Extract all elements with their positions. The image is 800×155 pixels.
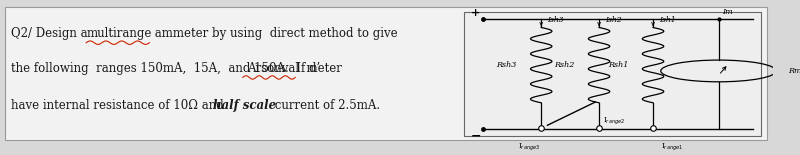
Text: Arsonval: Arsonval (246, 62, 298, 75)
Text: Rsh3: Rsh3 (496, 61, 517, 69)
Text: Rm: Rm (788, 67, 800, 75)
Text: Q2/ Design a: Q2/ Design a (10, 27, 91, 40)
Text: have internal resistance of 10Ω and: have internal resistance of 10Ω and (10, 99, 227, 112)
Text: multirange: multirange (86, 27, 151, 40)
Text: I$_{range1}$: I$_{range1}$ (661, 141, 683, 153)
Text: Im: Im (722, 8, 734, 16)
Text: Rsh2: Rsh2 (554, 61, 574, 69)
Text: I$_{range3}$: I$_{range3}$ (518, 141, 541, 153)
FancyBboxPatch shape (6, 7, 767, 140)
Bar (464, 11, 761, 136)
Text: ammeter by using  direct method to give: ammeter by using direct method to give (151, 27, 398, 40)
Text: I$_{range2}$: I$_{range2}$ (603, 115, 626, 127)
Text: Ish1: Ish1 (659, 16, 676, 24)
Text: half scale: half scale (213, 99, 276, 112)
Text: −: − (470, 130, 481, 143)
Text: the following  ranges 150mA,  15A,  and 150A.  If d’: the following ranges 150mA, 15A, and 150… (10, 62, 320, 75)
Text: Ish2: Ish2 (606, 16, 622, 24)
Text: Ish3: Ish3 (547, 16, 564, 24)
Text: current of 2.5mA.: current of 2.5mA. (271, 99, 381, 112)
Text: Rsh1: Rsh1 (608, 61, 628, 69)
Text: meter: meter (299, 62, 342, 75)
Text: +: + (471, 8, 480, 18)
